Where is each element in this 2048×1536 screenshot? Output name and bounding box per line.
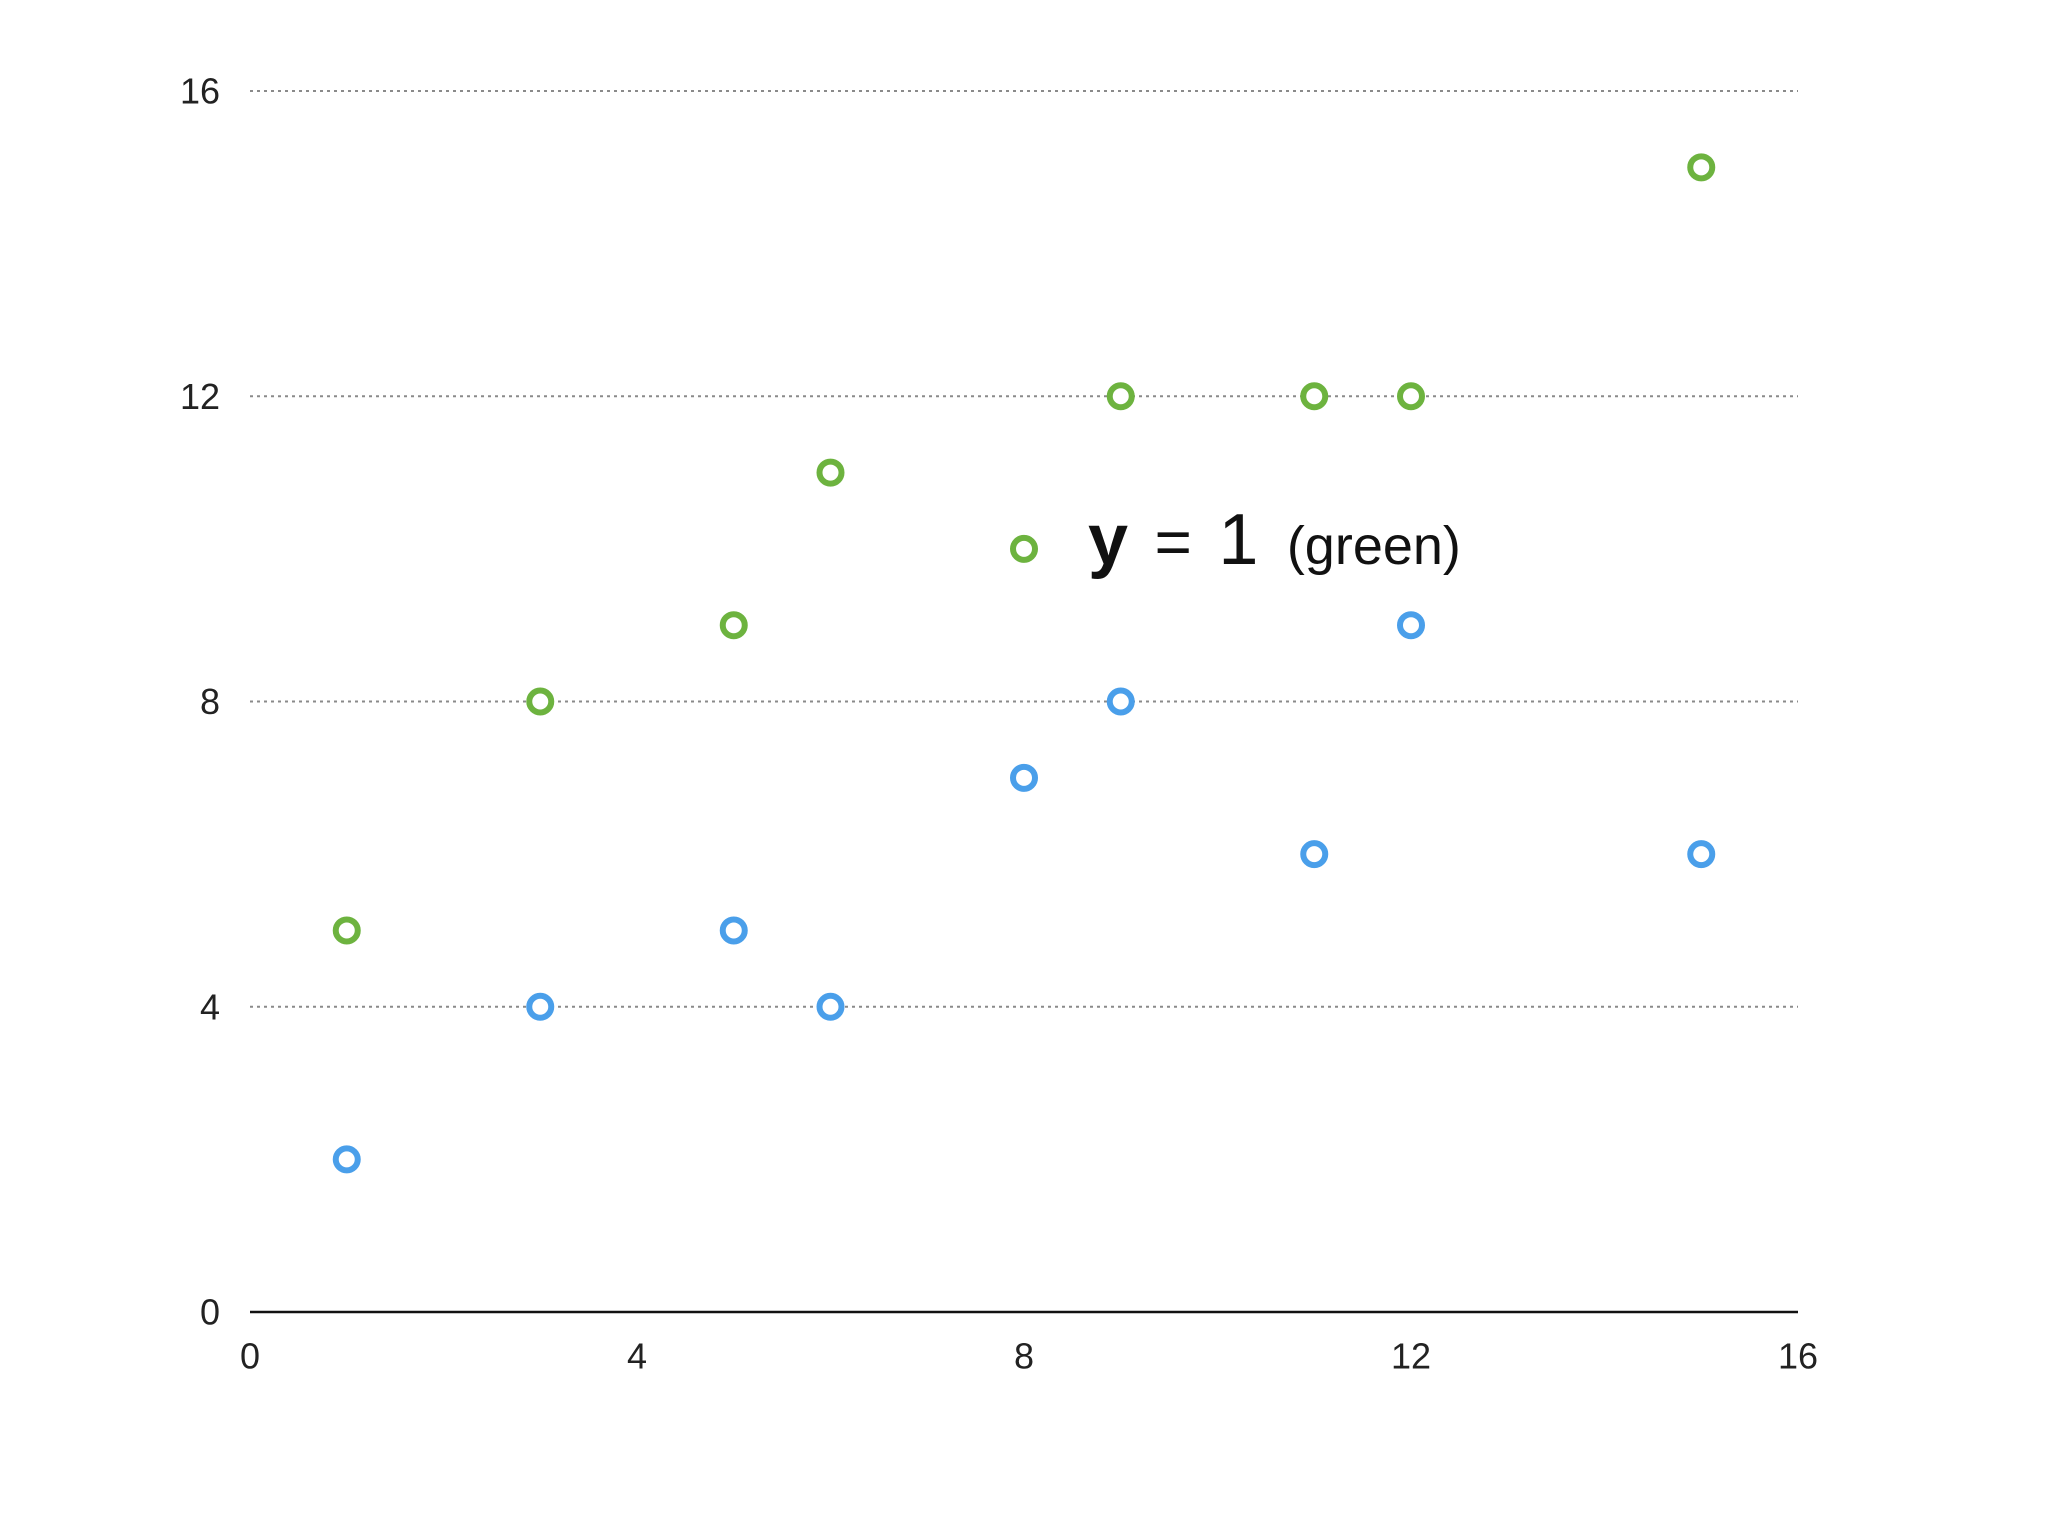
x-tick-label: 12: [1391, 1336, 1431, 1377]
data-point-series-0: [1010, 534, 1038, 563]
x-tick-label: 0: [240, 1336, 260, 1377]
annotation-label: (green): [1287, 516, 1461, 576]
data-point-series-0: [332, 916, 361, 945]
gridlines: [250, 90, 1798, 1008]
data-point-series-0: [526, 687, 555, 716]
data-point-series-1: [526, 992, 555, 1021]
data-point-series-1: [1106, 687, 1135, 716]
y-axis-tick-labels: 0 4 8 12 16: [180, 71, 220, 1333]
data-points: [332, 153, 1716, 1174]
x-tick-label: 4: [627, 1336, 647, 1377]
data-point-series-0: [1300, 382, 1329, 411]
data-point-series-0: [1106, 382, 1135, 411]
data-point-series-1: [816, 992, 845, 1021]
data-point-series-1: [1010, 763, 1038, 792]
annotation-equals: =: [1155, 506, 1192, 578]
x-tick-label: 8: [1014, 1336, 1034, 1377]
y-tick-label: 16: [180, 71, 220, 112]
y-tick-label: 4: [200, 986, 220, 1027]
y-tick-label: 8: [200, 681, 220, 722]
data-point-series-0: [1397, 382, 1425, 411]
annotation-variable: y: [1088, 500, 1128, 580]
data-point-series-1: [1687, 840, 1716, 869]
x-tick-label: 16: [1778, 1336, 1818, 1377]
annotation-value: 1: [1218, 500, 1258, 580]
y-tick-label: 12: [180, 376, 220, 417]
data-point-series-0: [816, 458, 845, 487]
series-annotation: y = 1 (green): [1088, 500, 1461, 580]
x-axis-tick-labels: 0 4 8 12 16: [240, 1336, 1818, 1377]
data-point-series-0: [1687, 153, 1716, 182]
y-tick-label: 0: [200, 1292, 220, 1333]
data-point-series-1: [719, 916, 748, 945]
data-point-series-0: [719, 611, 748, 640]
data-point-series-1: [1300, 840, 1329, 869]
data-point-series-1: [1397, 611, 1425, 640]
data-point-series-1: [332, 1145, 361, 1174]
